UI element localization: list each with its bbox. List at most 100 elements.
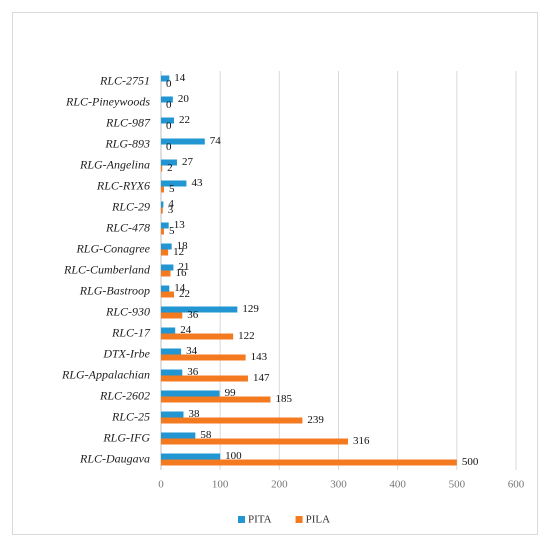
value-label: 122 [238,330,255,342]
bar [161,201,164,208]
x-tick-label: 600 [508,479,525,491]
category-label: RLG-IFG [102,430,150,444]
value-label: 500 [462,456,479,468]
category-label: RLC-2751 [99,73,150,87]
value-label: 3 [168,204,174,216]
x-tick-label: 0 [158,479,164,491]
category-label: DTX-Irbe [102,346,150,360]
value-label: 18 [177,240,189,252]
value-label: 0 [166,120,172,132]
value-label: 239 [307,414,324,426]
bar [161,432,196,439]
value-label: 58 [200,429,212,441]
category-label: RLC-25 [111,409,150,423]
value-label: 16 [175,267,187,279]
value-label: 27 [182,156,194,168]
bar [161,306,238,313]
value-label: 13 [174,219,186,231]
category-label: RLC-930 [105,304,150,318]
bar [161,228,164,235]
bar [161,354,246,361]
category-label: RLC-Pineywoods [65,94,150,108]
bar [161,207,163,214]
category-label: RLC-29 [111,199,150,213]
x-tick-label: 100 [212,479,229,491]
category-label: RLC-987 [105,115,151,129]
value-label: 20 [178,93,190,105]
value-label: 24 [180,324,192,336]
bar [161,186,164,193]
bar [161,438,348,445]
value-label: 34 [186,345,198,357]
bar [161,117,175,124]
chart-border [12,12,538,535]
category-label: RLG-Bastroop [79,283,150,297]
category-label: RLC-17 [111,325,151,339]
value-label: 5 [169,183,175,195]
bar [161,222,169,229]
value-label: 36 [187,366,199,378]
value-label: 4 [168,198,174,210]
category-label: RLC-Daugava [79,451,150,465]
value-label: 185 [275,393,292,405]
bar [161,291,175,298]
bar [161,249,169,256]
value-label: 129 [242,303,259,315]
category-label: RLC-2602 [99,388,150,402]
bar [161,375,248,382]
value-label: 0 [166,141,172,153]
legend-swatch [238,516,245,523]
value-label: 0 [166,78,172,90]
bar [161,180,187,187]
bar [161,459,457,466]
bar [161,327,176,334]
bar [161,396,271,403]
bar [161,285,170,292]
bar [161,96,173,103]
value-label: 74 [210,135,222,147]
bar [161,369,183,376]
bar [161,312,183,319]
value-label: 36 [187,309,199,321]
value-label: 14 [174,282,186,294]
value-label: 14 [174,72,186,84]
value-label: 99 [225,387,237,399]
bar [161,390,220,397]
legend-label: PITA [248,514,272,526]
category-label: RLG-Angelina [79,157,150,171]
category-label: RLG-Conagree [75,241,150,255]
category-label: RLC-478 [105,220,150,234]
legend-label: PILA [306,514,331,526]
value-label: 38 [188,408,200,420]
category-label: RLC-Cumberland [63,262,151,276]
value-label: 2 [167,162,173,174]
bar [161,453,221,460]
x-tick-label: 200 [271,479,288,491]
value-label: 100 [225,450,242,462]
bar [161,264,174,271]
value-label: 22 [179,288,190,300]
value-label: 22 [179,114,190,126]
value-label: 143 [251,351,268,363]
bar [161,333,234,340]
x-tick-label: 500 [449,479,466,491]
bar [161,75,170,82]
value-label: 316 [353,435,370,447]
category-label: RLG-893 [104,136,150,150]
category-label: RLC-RYX6 [96,178,150,192]
bar [161,165,163,172]
bar [161,243,172,250]
value-label: 0 [166,99,172,111]
value-label: 43 [191,177,203,189]
value-label: 147 [253,372,270,384]
value-label: 21 [178,261,189,273]
bar [161,159,177,166]
value-label: 5 [169,225,175,237]
bar [161,348,182,355]
bar [161,417,303,424]
legend-swatch [295,516,303,523]
category-label: RLG-Appalachian [61,367,150,381]
value-label: 12 [173,246,184,258]
bar [161,138,205,145]
